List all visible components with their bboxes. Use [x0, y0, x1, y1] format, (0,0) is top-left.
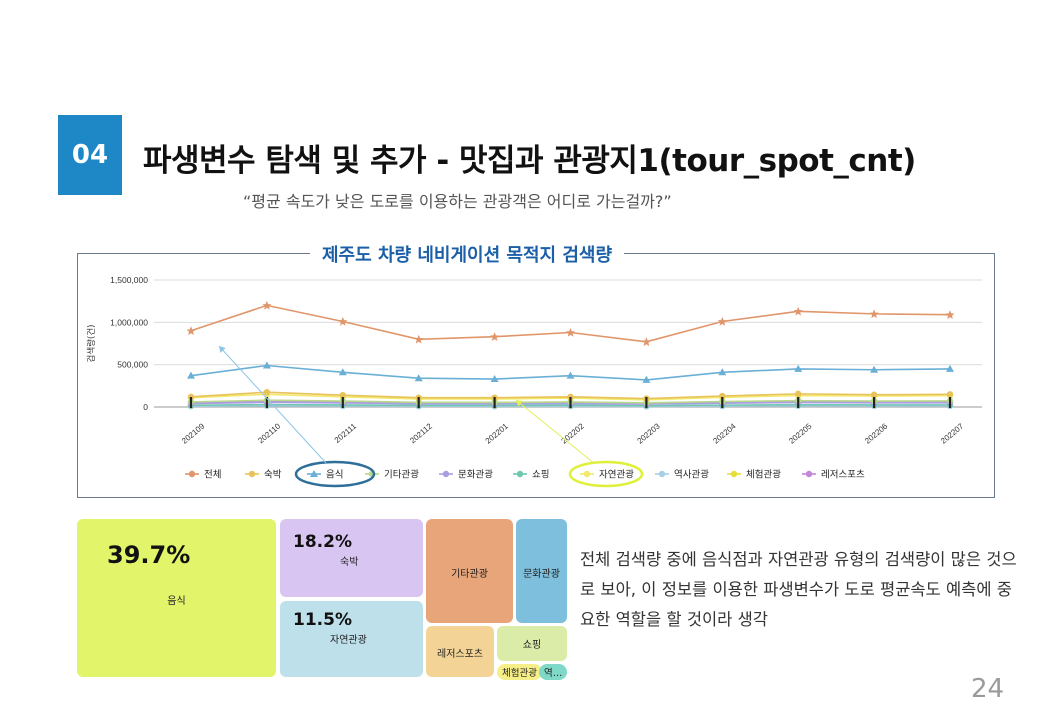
y-tick-label: 500,000 — [117, 360, 148, 370]
data-point — [946, 391, 954, 398]
y-tick-label: 1,500,000 — [110, 275, 148, 285]
treemap-label-leisure: 레저스포츠 — [437, 649, 483, 660]
legend-label: 쇼핑 — [532, 470, 549, 481]
page-title: 파생변수 탐색 및 추가 - 맛집과 관광지1(tour_spot_cnt) — [143, 143, 916, 179]
legend-marker — [730, 470, 738, 478]
data-point — [946, 364, 954, 372]
data-point — [870, 391, 878, 398]
x-tick-label: 202205 — [787, 421, 814, 445]
data-point — [718, 368, 727, 376]
legend-marker — [658, 470, 666, 478]
treemap-tile-lodging: 18.2% 숙박 — [280, 519, 423, 597]
data-point — [641, 337, 651, 347]
data-point — [490, 332, 500, 342]
data-point — [262, 361, 271, 369]
data-point — [795, 390, 802, 398]
highlight-ellipse-nature — [568, 460, 644, 488]
treemap-tile-history: 역… — [539, 664, 568, 680]
data-point — [187, 371, 195, 379]
legend-marker — [442, 470, 450, 478]
y-tick-label: 1,000,000 — [110, 317, 148, 327]
data-point — [414, 334, 424, 344]
treemap-label-lodging: 숙박 — [340, 557, 359, 568]
data-point — [338, 316, 348, 326]
line-chart-frame: 0 500,000 1,000,000 1,500,000 검색량(건) 202109 20… — [77, 253, 995, 498]
data-point — [490, 375, 499, 383]
legend-marker — [516, 470, 524, 478]
legend-label: 전체 — [204, 470, 221, 481]
line-chart: 0 500,000 1,000,000 1,500,000 검색량(건) 202109 20… — [86, 275, 982, 488]
treemap-label-food: 음식 — [167, 596, 186, 607]
data-point — [870, 365, 879, 373]
legend-label: 체험관광 — [746, 469, 781, 481]
data-point — [567, 393, 574, 401]
x-tick-label: 202206 — [863, 421, 890, 445]
data-point — [793, 306, 803, 316]
legend-marker — [188, 470, 196, 478]
series-line-1 — [190, 304, 951, 343]
data-point — [186, 326, 196, 336]
data-point — [339, 391, 346, 399]
highlight-ellipse-food — [294, 460, 376, 488]
legend-marker — [310, 470, 318, 477]
page-subtitle: “평균 속도가 낮은 도로를 이용하는 관광객은 어디로 가는걸까?” — [243, 192, 672, 211]
treemap-pct-lodging: 18.2% — [293, 532, 352, 552]
annotation-arrow-nature-head — [516, 400, 523, 407]
treemap-tile-other-tour: 기타관광 — [426, 519, 513, 623]
data-point — [187, 393, 195, 401]
treemap-label-shopping: 쇼핑 — [522, 640, 542, 651]
treemap-tile-nature: 11.5% 자연관광 — [280, 601, 423, 677]
treemap-label-culture: 문화관광 — [523, 569, 560, 580]
data-point — [869, 309, 879, 319]
data-point — [338, 368, 347, 376]
y-tick-label: 0 — [143, 402, 148, 412]
treemap-pct-nature: 11.5% — [293, 610, 352, 630]
legend-marker — [248, 470, 256, 478]
data-point — [945, 310, 955, 320]
x-tick-label: 202204 — [711, 421, 738, 445]
treemap-label-other-tour: 기타관광 — [451, 569, 488, 580]
data-point — [263, 388, 271, 396]
legend-marker — [583, 470, 591, 478]
legend-label: 음식 — [326, 470, 343, 481]
data-point — [717, 316, 727, 326]
treemap-tile-experience: 체험관광 — [497, 664, 542, 680]
data-point — [262, 300, 272, 310]
data-point — [642, 375, 651, 383]
legend-label: 기타관광 — [384, 469, 419, 481]
x-tick-label: 202203 — [635, 421, 662, 445]
treemap-tile-food: 39.7% 음식 — [77, 519, 276, 677]
data-point — [719, 392, 726, 400]
treemap-label-nature: 자연관광 — [330, 635, 367, 646]
legend-label: 레저스포츠 — [821, 470, 865, 481]
annotation-arrow-nature — [515, 399, 596, 465]
x-tick-label: 202109 — [180, 421, 207, 445]
legend-label: 자연관광 — [599, 469, 634, 481]
data-point — [414, 374, 423, 382]
treemap-tile-leisure: 레저스포츠 — [426, 626, 494, 677]
x-tick-label: 202110 — [256, 421, 282, 445]
treemap-tile-culture: 문화관광 — [516, 519, 567, 623]
legend-marker — [805, 470, 813, 478]
annotation-arrow-food — [218, 345, 327, 464]
x-tick-label: 202112 — [408, 421, 434, 445]
x-tick-label: 202202 — [560, 421, 587, 445]
data-point — [566, 327, 575, 337]
x-tick-label: 202201 — [484, 421, 511, 445]
treemap-pct-food: 39.7% — [107, 541, 191, 569]
data-point — [566, 371, 575, 379]
page-number: 24 — [971, 674, 1005, 704]
x-tick-label: 202111 — [333, 421, 359, 445]
data-point — [794, 364, 803, 372]
description-text: 전체 검색량 중에 음식점과 자연관광 유형의 검색량이 많은 것으로 보아, … — [580, 550, 1017, 629]
legend-label: 역사관광 — [674, 469, 709, 481]
legend-label: 숙박 — [264, 470, 282, 481]
annotation-arrow-food-head — [219, 346, 226, 353]
x-tick-label: 202207 — [939, 421, 966, 445]
section-badge: 04 — [58, 115, 122, 195]
legend-label: 문화관광 — [458, 469, 493, 481]
chart-title: 제주도 차량 네비게이션 목적지 검색량 — [310, 241, 625, 267]
treemap-tile-shopping: 쇼핑 — [497, 626, 567, 661]
y-axis-label: 검색량(건) — [86, 325, 97, 363]
